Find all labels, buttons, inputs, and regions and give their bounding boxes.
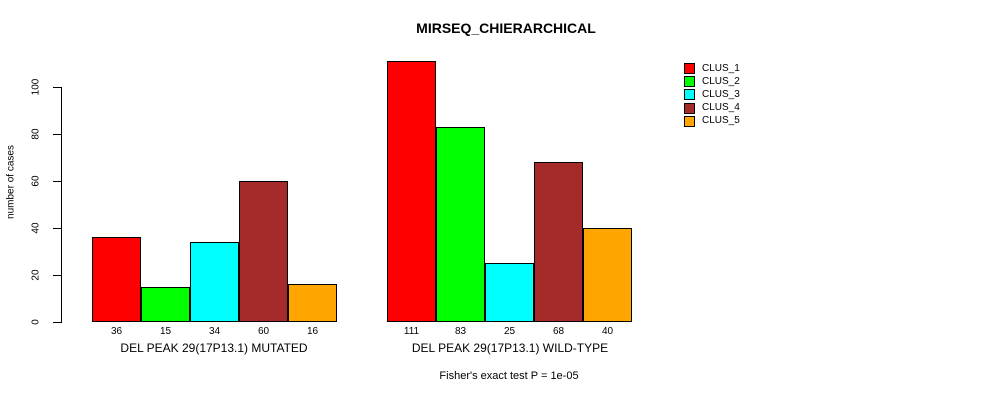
y-tick-mark bbox=[53, 322, 61, 323]
legend-swatch-clus_3 bbox=[684, 89, 695, 101]
bar-clus_4-group2 bbox=[534, 162, 583, 322]
legend-swatch-clus_4 bbox=[684, 102, 695, 114]
y-tick-label: 0 bbox=[30, 319, 42, 325]
legend-swatch-clus_2 bbox=[684, 76, 695, 88]
y-tick-label: 20 bbox=[30, 269, 42, 281]
bar-clus_1-group2 bbox=[387, 61, 436, 322]
bar-value-label: 36 bbox=[110, 326, 123, 337]
legend-label-clus_1: CLUS_1 bbox=[702, 62, 740, 74]
y-tick-mark bbox=[53, 133, 61, 135]
bar-value-label: 16 bbox=[306, 326, 319, 337]
bar-clus_5-group1 bbox=[288, 284, 337, 322]
y-tick-label: 100 bbox=[30, 78, 42, 95]
y-axis-title: number of cases bbox=[5, 145, 17, 219]
bar-value-label: 40 bbox=[601, 326, 614, 337]
bar-value-label: 83 bbox=[454, 326, 467, 337]
chart-title: MIRSEQ_CHIERARCHICAL bbox=[416, 20, 596, 36]
bar-clus_4-group1 bbox=[239, 181, 288, 322]
y-tick-mark bbox=[53, 274, 61, 276]
y-axis-line bbox=[61, 87, 62, 323]
x-group-label-wild-type: DEL PEAK 29(17P13.1) WILD-TYPE bbox=[411, 341, 609, 355]
y-tick-mark bbox=[53, 227, 61, 229]
y-tick-label: 80 bbox=[30, 128, 42, 140]
bar-value-label: 34 bbox=[208, 326, 221, 337]
y-tick-mark bbox=[53, 180, 61, 182]
y-tick-label: 40 bbox=[30, 222, 42, 234]
legend-label-clus_2: CLUS_2 bbox=[702, 75, 740, 87]
y-tick-label: 60 bbox=[30, 175, 42, 187]
bar-value-label: 60 bbox=[257, 326, 270, 337]
bar-value-label: 25 bbox=[503, 326, 516, 337]
bar-clus_1-group1 bbox=[92, 237, 141, 322]
legend-swatch-clus_1 bbox=[684, 63, 695, 74]
bar-clus_2-group1 bbox=[141, 287, 190, 322]
legend-label-clus_3: CLUS_3 bbox=[702, 88, 740, 100]
fisher-test-annotation: Fisher's exact test P = 1e-05 bbox=[439, 370, 579, 382]
bar-clus_3-group1 bbox=[190, 242, 239, 322]
legend-label-clus_5: CLUS_5 bbox=[702, 115, 740, 127]
bar-value-label: 15 bbox=[159, 326, 172, 337]
x-group-label-mutated: DEL PEAK 29(17P13.1) MUTATED bbox=[120, 341, 308, 355]
bar-value-label: 111 bbox=[403, 326, 420, 337]
bar-clus_5-group2 bbox=[583, 228, 632, 322]
bar-clus_2-group2 bbox=[436, 127, 485, 322]
legend-swatch-clus_5 bbox=[684, 115, 695, 127]
bar-value-label: 68 bbox=[552, 326, 565, 337]
legend-label-clus_4: CLUS_4 bbox=[702, 102, 740, 114]
y-tick-mark bbox=[53, 86, 61, 88]
bar-clus_3-group2 bbox=[485, 263, 534, 322]
